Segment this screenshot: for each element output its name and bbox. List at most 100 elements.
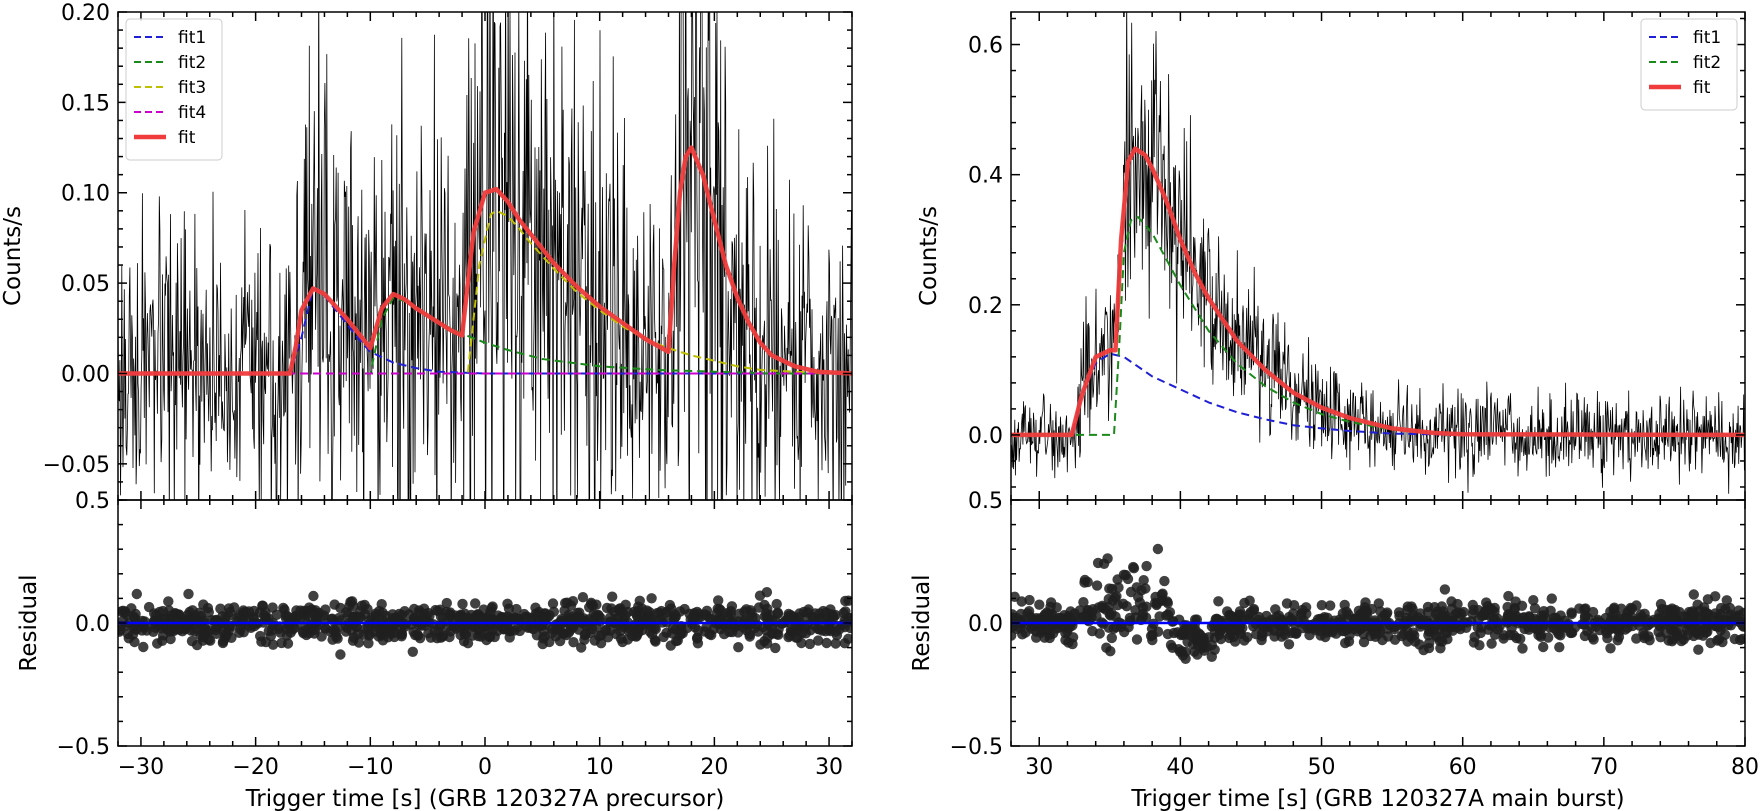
residual-point — [441, 597, 452, 609]
residual-point — [539, 615, 550, 627]
residual-point — [311, 608, 322, 620]
residual-point — [1304, 629, 1315, 641]
residual-point — [1234, 606, 1246, 617]
residual-point — [170, 608, 182, 619]
residual-point — [119, 607, 131, 619]
residual-point — [1407, 603, 1418, 615]
residual-point — [363, 638, 374, 649]
x-tick-label: −30 — [118, 755, 164, 780]
y-tick-label: 0.6 — [968, 34, 1003, 59]
panel-3: −0.5 0.0 0.5 30 40 50 60 70 80 Residual Trigger ti… — [909, 489, 1759, 811]
residual-point — [1297, 604, 1308, 616]
legend-label-fit: fit — [1693, 78, 1711, 98]
residual-point — [607, 591, 618, 602]
residual-point — [726, 601, 738, 612]
residual-point — [356, 600, 367, 611]
legend-label-fit1: fit1 — [178, 28, 206, 48]
plot-area — [118, 587, 852, 660]
residual-point — [215, 603, 226, 614]
residual-point — [347, 635, 359, 646]
residual-point — [710, 615, 721, 627]
residual-point — [1688, 589, 1700, 600]
panel-2: 0.0 0.2 0.4 0.6 Counts/s fit1 fit2 fit — [916, 11, 1746, 501]
y-tick-label: 0.00 — [61, 362, 110, 387]
residual-point — [1203, 632, 1214, 643]
residual-point — [186, 635, 198, 647]
residual-point — [1517, 643, 1528, 654]
residual-point — [335, 602, 346, 614]
residual-point — [1653, 626, 1664, 638]
residual-point — [531, 630, 543, 641]
residual-point — [1455, 608, 1467, 619]
residual-point — [1498, 630, 1510, 641]
residual-point — [1119, 626, 1130, 638]
residual-point — [276, 637, 287, 649]
residual-point — [374, 623, 386, 635]
residual-point — [1724, 602, 1736, 614]
residual-point — [211, 628, 222, 639]
x-tick-label: 0 — [478, 755, 492, 780]
residual-point — [1374, 628, 1385, 639]
residual-point — [1424, 637, 1435, 649]
residual-point — [539, 608, 550, 619]
residual-point — [1159, 575, 1170, 587]
residual-point — [1162, 609, 1174, 620]
residual-point — [762, 603, 773, 614]
residual-point — [689, 613, 700, 624]
ticks — [117, 11, 853, 501]
residual-point — [1693, 644, 1704, 655]
residual-point — [1224, 609, 1235, 621]
residual-point — [152, 638, 163, 649]
residual-point — [620, 610, 631, 621]
residual-point — [502, 598, 513, 609]
residual-point — [1186, 630, 1197, 642]
residual-point — [693, 625, 704, 636]
residual-point — [1281, 598, 1293, 609]
residual-point — [1304, 622, 1315, 633]
residual-point — [646, 593, 657, 604]
residual-point — [1120, 569, 1132, 581]
residual-point — [492, 625, 503, 637]
residual-point — [1124, 612, 1136, 624]
x-axis-label: Trigger time [s] (GRB 120327A main burst… — [1130, 786, 1624, 811]
residual-point — [1692, 623, 1704, 635]
residual-point — [266, 625, 277, 636]
residual-point — [1112, 599, 1124, 611]
legend: fit1 fit2 fit — [1640, 18, 1738, 111]
residual-point — [664, 599, 676, 611]
residual-point — [713, 595, 724, 606]
residual-point — [1511, 632, 1522, 644]
residual-point — [1636, 613, 1648, 624]
residual-point — [1283, 639, 1295, 650]
residual-point — [1106, 632, 1118, 644]
residual-point — [1624, 605, 1635, 616]
residual-point — [1393, 607, 1405, 618]
residual-point — [1138, 575, 1149, 586]
ticks — [1010, 499, 1746, 747]
residual-point — [217, 637, 229, 649]
x-tick-label: 80 — [1731, 755, 1759, 780]
legend-label-fit2: fit2 — [178, 53, 206, 73]
residual-point — [1663, 635, 1674, 646]
residual-point — [1360, 597, 1371, 608]
residual-point — [1529, 613, 1540, 625]
residual-point — [844, 612, 852, 624]
residual-point — [483, 625, 494, 636]
residual-point — [1341, 606, 1352, 617]
residual-point — [131, 588, 142, 600]
residual-point — [1518, 612, 1530, 623]
residual-point — [1224, 625, 1236, 636]
y-axis-label: Residual — [909, 574, 935, 671]
residual-point — [1177, 629, 1188, 640]
panel-1: −0.5 0.0 0.5 −30 −20 −10 0 10 20 30 Residual Trigge… — [16, 489, 853, 811]
legend-label-fit2: fit2 — [1693, 53, 1721, 73]
residual-point — [802, 612, 813, 624]
residual-point — [195, 630, 206, 641]
residual-point — [553, 624, 564, 635]
residual-point — [1103, 593, 1115, 605]
residual-point — [715, 605, 726, 616]
residual-point — [1092, 557, 1104, 569]
residual-point — [238, 605, 249, 616]
residual-point — [755, 639, 766, 650]
residual-point — [548, 606, 559, 617]
